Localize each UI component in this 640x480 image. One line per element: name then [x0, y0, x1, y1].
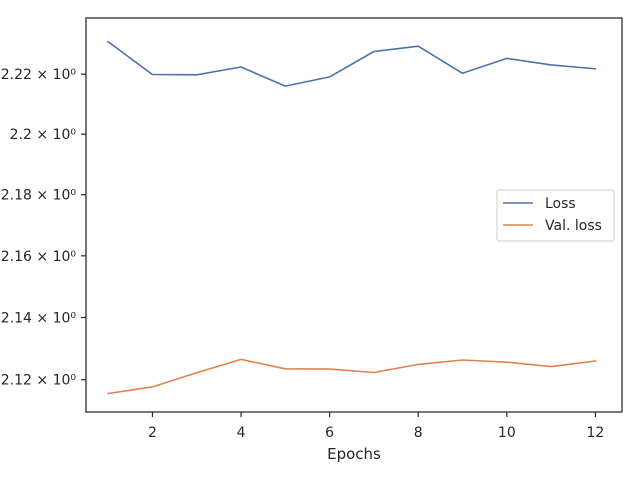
x-tick-label: 10	[498, 425, 516, 441]
x-tick-label: 2	[148, 425, 157, 441]
axis-ticks: 2 4 6 8 10 12 2.12 × 10⁰ 2.14 × 10⁰ 2.16 × 10⁰ 2.…	[1, 67, 605, 441]
x-tick-label: 12	[587, 425, 605, 441]
x-tick-label: 4	[237, 425, 246, 441]
y-tick-label: 2.22 × 10⁰	[1, 67, 77, 83]
legend-label: Val. loss	[545, 218, 602, 234]
series-line-2	[107, 358, 597, 395]
legend-label: Loss	[545, 196, 576, 212]
y-tick-label: 2.16 × 10⁰	[1, 249, 77, 265]
y-tick-label: 2.2 × 10⁰	[10, 127, 77, 143]
x-tick-label: 8	[414, 425, 423, 441]
legend: Loss Val. loss	[496, 189, 615, 242]
plot-marks	[106, 40, 597, 395]
y-tick-label: 2.18 × 10⁰	[1, 188, 77, 204]
y-tick-label: 2.12 × 10⁰	[1, 373, 77, 389]
x-axis-title: Epochs	[327, 445, 381, 463]
y-tick-label: 2.14 × 10⁰	[1, 310, 77, 326]
x-tick-label: 6	[325, 425, 334, 441]
series-line-1	[106, 40, 597, 87]
plot-frame	[85, 17, 623, 413]
